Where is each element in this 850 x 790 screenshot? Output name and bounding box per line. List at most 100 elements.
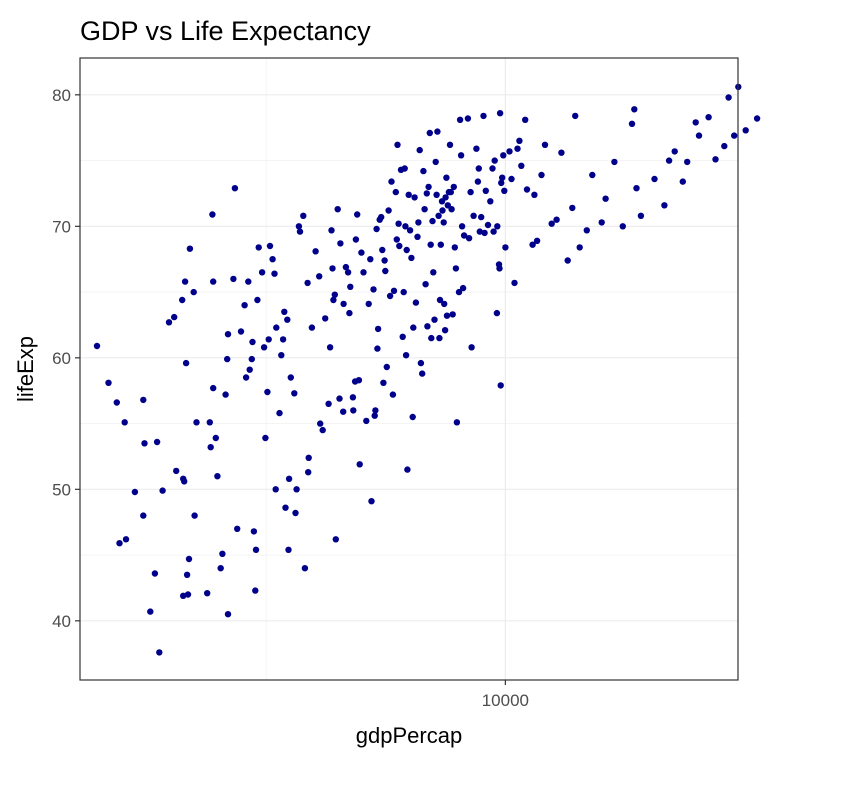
data-point — [350, 407, 357, 414]
data-point — [402, 352, 410, 359]
data-point — [455, 288, 463, 296]
data-point — [402, 223, 409, 230]
data-point — [352, 236, 360, 243]
data-point — [291, 390, 298, 397]
data-point — [368, 498, 375, 505]
data-point — [753, 115, 761, 122]
data-point — [349, 394, 357, 401]
data-point — [246, 366, 253, 373]
data-point — [437, 241, 444, 248]
data-point — [209, 211, 216, 218]
data-point — [408, 254, 415, 262]
data-point — [262, 434, 269, 442]
data-point — [433, 191, 440, 198]
data-point — [231, 185, 239, 192]
data-point — [296, 228, 304, 235]
data-point — [325, 400, 332, 407]
data-point — [428, 334, 435, 342]
data-point — [419, 370, 426, 377]
data-point — [122, 536, 130, 543]
data-point — [500, 152, 507, 159]
data-point — [529, 241, 536, 248]
data-point — [210, 278, 217, 285]
data-point — [204, 590, 211, 597]
data-point — [342, 263, 350, 271]
data-point — [131, 488, 139, 496]
data-point — [511, 279, 518, 287]
data-point — [731, 132, 738, 139]
data-point — [576, 244, 583, 251]
data-point — [497, 382, 504, 389]
data-point — [105, 379, 112, 386]
data-point — [365, 300, 372, 308]
data-point — [360, 269, 367, 276]
data-point — [569, 204, 576, 212]
data-point — [460, 232, 468, 239]
data-point — [523, 186, 531, 193]
data-point — [242, 374, 250, 381]
data-point — [602, 195, 609, 202]
data-point — [489, 165, 496, 172]
data-point — [399, 333, 406, 340]
data-point — [417, 359, 425, 367]
data-point — [452, 265, 460, 272]
data-point — [292, 509, 299, 517]
data-point — [502, 244, 509, 251]
data-point — [671, 148, 678, 155]
data-points — [93, 83, 761, 656]
data-point — [305, 469, 312, 476]
data-point — [182, 359, 190, 367]
data-point — [390, 287, 398, 294]
y-tick-label: 50 — [52, 480, 71, 499]
data-point — [464, 115, 472, 122]
data-point — [480, 112, 487, 120]
data-point — [458, 223, 466, 230]
data-point — [316, 273, 323, 280]
data-point — [424, 323, 431, 330]
data-point — [415, 219, 422, 226]
data-point — [416, 146, 423, 154]
data-point — [393, 236, 400, 243]
data-point — [184, 591, 192, 598]
data-point — [439, 207, 446, 214]
data-point — [278, 352, 285, 359]
data-point — [153, 438, 161, 446]
data-point — [326, 344, 334, 351]
data-point — [271, 270, 278, 277]
data-point — [404, 466, 411, 473]
data-point — [222, 391, 229, 398]
data-point — [449, 311, 456, 318]
data-point — [370, 286, 377, 293]
chart-title: GDP vs Life Expectancy — [80, 16, 371, 46]
data-point — [219, 550, 226, 557]
axes: 40 50 60 70 80 10000 — [52, 86, 529, 710]
data-point — [282, 504, 289, 511]
data-point — [514, 145, 521, 152]
data-point — [425, 183, 432, 191]
data-point — [443, 174, 450, 181]
data-point — [317, 420, 324, 427]
data-point — [499, 174, 506, 181]
data-point — [411, 194, 418, 201]
data-point — [336, 395, 343, 402]
data-point — [260, 344, 268, 351]
data-point — [207, 444, 214, 451]
data-point — [284, 316, 291, 323]
data-point — [156, 649, 163, 656]
data-point — [190, 288, 197, 296]
data-point — [516, 137, 523, 144]
data-point — [319, 426, 326, 434]
data-point — [468, 344, 475, 351]
data-point — [183, 571, 191, 578]
data-point — [441, 327, 449, 334]
x-tick-label: 10000 — [482, 691, 529, 710]
data-point — [484, 221, 492, 229]
data-point — [230, 275, 237, 283]
data-point — [217, 565, 224, 572]
data-point — [269, 256, 276, 263]
data-point — [538, 171, 545, 179]
data-point — [725, 94, 732, 101]
data-point — [287, 374, 294, 381]
data-point — [533, 237, 541, 244]
